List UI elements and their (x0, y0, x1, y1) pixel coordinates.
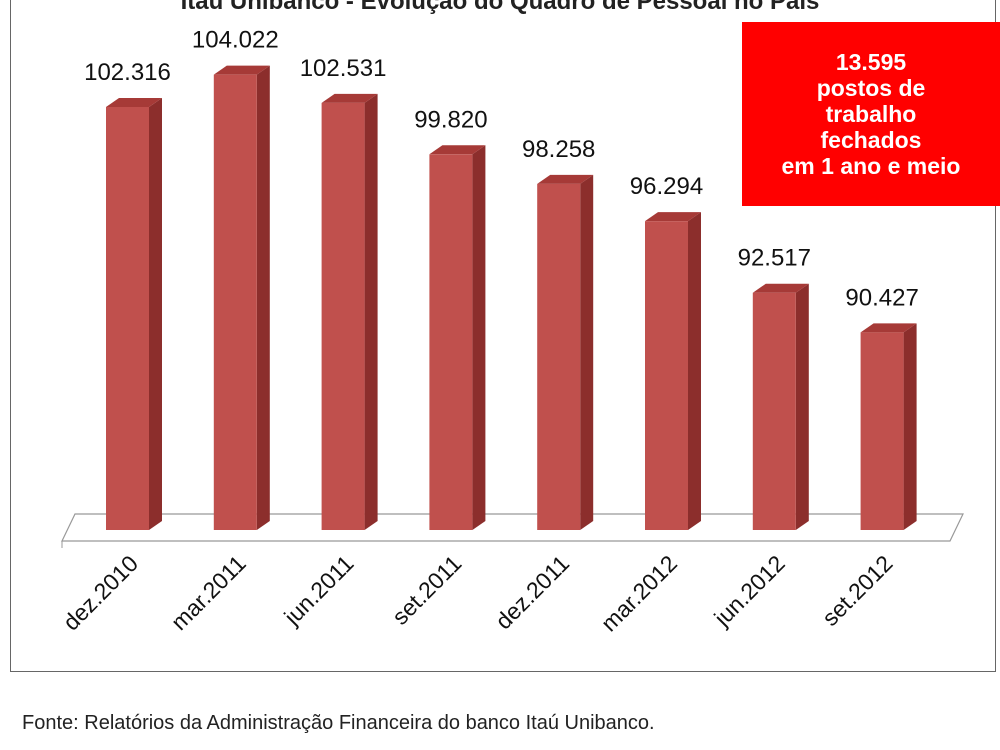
x-tick-label: dez.2011 (490, 550, 574, 634)
chart-title: Itaú Unibanco - Evolução do Quadro de Pe… (180, 0, 820, 15)
bar-top (106, 98, 162, 107)
chart-frame (10, 0, 996, 672)
bar (860, 332, 904, 530)
bar (213, 74, 257, 530)
data-label: 92.517 (738, 245, 811, 272)
annotation-box: 13.595 postos de trabalho fechados em 1 … (742, 22, 1000, 206)
data-label: 104.022 (192, 27, 279, 54)
bar-top (537, 174, 594, 184)
annotation-line: em 1 ano e meio (781, 153, 961, 179)
bar-chart: 102.316 dez.2010 104.022 mar.2011 102.531 jun… (58, 27, 964, 636)
bar (429, 154, 473, 530)
annotation-line: postos de (816, 75, 926, 101)
x-tick-label: set.2012 (817, 550, 898, 631)
data-label: 90.427 (845, 284, 918, 311)
source-note: Fonte: Relatórios da Administração Finan… (22, 712, 655, 734)
bar-side (903, 323, 917, 530)
bar-side (364, 93, 378, 530)
bar-top (429, 145, 486, 155)
x-tick-label: jun.2011 (278, 550, 358, 630)
bar-top (321, 93, 378, 103)
bar-side (472, 145, 486, 530)
bar (645, 221, 688, 530)
annotation-line: 13.595 (835, 49, 907, 75)
x-tick-label: set.2011 (387, 550, 467, 630)
data-label: 96.294 (630, 173, 703, 200)
data-label: 102.531 (300, 55, 387, 82)
bar (537, 183, 581, 530)
bar (106, 107, 149, 530)
bar-top (213, 65, 270, 75)
floor-platform (61, 513, 964, 542)
bar (321, 102, 365, 530)
bar (752, 292, 796, 530)
bar-side (688, 212, 701, 530)
bar-top (860, 323, 917, 333)
bar-top (645, 212, 701, 222)
bar-side (580, 174, 594, 530)
annotation-line: trabalho (825, 101, 917, 127)
bar-side (795, 283, 809, 530)
bar-top (752, 283, 809, 293)
data-label: 98.258 (522, 136, 595, 163)
x-tick-label: jun.2012 (708, 550, 789, 631)
bar-side (256, 65, 270, 530)
x-tick-label: dez.2010 (58, 550, 143, 635)
data-label: 102.316 (84, 59, 171, 86)
annotation-line: fechados (820, 127, 922, 153)
bar-side (149, 98, 162, 530)
x-tick-label: mar.2011 (166, 550, 251, 635)
data-label: 99.820 (414, 106, 487, 133)
x-tick-label: mar.2012 (596, 550, 682, 636)
